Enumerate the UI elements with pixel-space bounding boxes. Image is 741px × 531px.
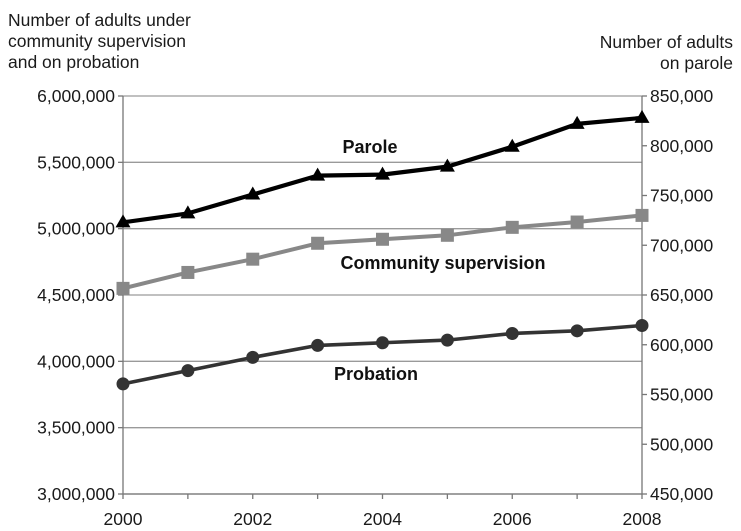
community-supervision-point bbox=[311, 236, 325, 250]
y-left-tick-label: 5,000,000 bbox=[37, 219, 115, 239]
y-axis-left-title: Number of adults under community supervi… bbox=[8, 10, 191, 72]
community-supervision-point bbox=[246, 252, 260, 266]
y-left-tick-label: 6,000,000 bbox=[37, 86, 115, 106]
parole-point bbox=[569, 115, 585, 129]
x-tick-label: 2006 bbox=[493, 509, 532, 529]
probation-point bbox=[376, 336, 389, 350]
x-tick-label: 2002 bbox=[233, 509, 272, 529]
community-supervision-label: Community supervision bbox=[340, 253, 545, 273]
community-supervision-point bbox=[181, 265, 195, 279]
probation-point bbox=[505, 326, 519, 340]
community-supervision-point bbox=[440, 228, 454, 242]
parole-point bbox=[634, 109, 650, 123]
community-supervision-point bbox=[505, 220, 519, 234]
series-group bbox=[115, 109, 650, 391]
y-right-tick-label: 600,000 bbox=[650, 335, 714, 355]
series-labels: Parole Community supervision Probation bbox=[334, 137, 546, 384]
y-right-tick-label: 800,000 bbox=[650, 136, 714, 156]
parole-point bbox=[180, 205, 196, 219]
tick-labels: 3,000,000 3,500,000 4,000,000 4,500,000 5,00… bbox=[37, 86, 713, 529]
parole-point bbox=[245, 186, 261, 200]
probation-point bbox=[570, 324, 584, 338]
y-right-tick-label: 850,000 bbox=[650, 86, 714, 106]
x-tick-label: 2004 bbox=[363, 509, 402, 529]
y-right-tick-label: 750,000 bbox=[650, 186, 714, 206]
probation-point bbox=[246, 350, 260, 364]
y-left-tick-label: 3,500,000 bbox=[37, 418, 115, 438]
y-right-tick-label: 700,000 bbox=[650, 235, 714, 255]
community-supervision-point bbox=[635, 208, 649, 222]
parole-label: Parole bbox=[342, 137, 397, 157]
probation-point bbox=[311, 338, 325, 352]
parole-point bbox=[375, 166, 390, 180]
y-left-tick-label: 3,000,000 bbox=[37, 484, 115, 504]
probation-point bbox=[440, 333, 454, 347]
probation-point bbox=[635, 319, 649, 333]
parole-point bbox=[504, 138, 520, 152]
axes bbox=[118, 95, 647, 499]
community-supervision-point bbox=[570, 215, 584, 229]
y-right-tick-label: 500,000 bbox=[650, 434, 714, 454]
community-supervision-point bbox=[116, 281, 130, 295]
y-left-tick-label: 4,500,000 bbox=[37, 285, 115, 305]
probation-point bbox=[181, 364, 195, 378]
y-left-tick-label: 5,500,000 bbox=[37, 152, 115, 172]
community-supervision-point bbox=[376, 232, 389, 246]
x-tick-label: 2000 bbox=[104, 509, 143, 529]
x-tick-label: 2008 bbox=[623, 509, 662, 529]
y-right-tick-label: 650,000 bbox=[650, 285, 714, 305]
parole-point bbox=[115, 214, 131, 228]
y-axis-right-title: Number of adults on parole bbox=[599, 32, 733, 73]
parole-point bbox=[310, 167, 326, 181]
y-right-tick-label: 550,000 bbox=[650, 385, 714, 405]
parole-point bbox=[439, 158, 455, 172]
probation-label: Probation bbox=[334, 364, 418, 384]
y-left-tick-label: 4,000,000 bbox=[37, 351, 115, 371]
y-right-tick-label: 450,000 bbox=[650, 484, 714, 504]
probation-point bbox=[116, 377, 130, 391]
community-supervision-line bbox=[122, 213, 643, 291]
